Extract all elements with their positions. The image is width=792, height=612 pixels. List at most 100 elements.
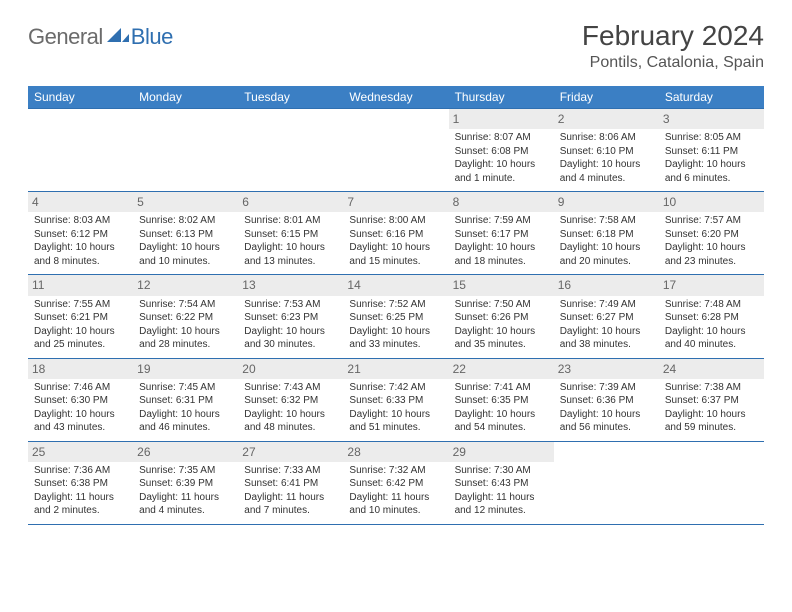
calendar-page: General Blue February 2024 Pontils, Cata… (0, 0, 792, 545)
day-number: 5 (133, 192, 238, 212)
sunrise-text: Sunrise: 7:55 AM (34, 298, 127, 312)
daylight-text: Daylight: 10 hours and 28 minutes. (139, 325, 232, 352)
daylight-text: Daylight: 10 hours and 38 minutes. (560, 325, 653, 352)
sunrise-text: Sunrise: 8:02 AM (139, 214, 232, 228)
sunset-text: Sunset: 6:22 PM (139, 311, 232, 325)
calendar-table: SundayMondayTuesdayWednesdayThursdayFrid… (28, 86, 764, 525)
day-number: 29 (449, 442, 554, 462)
calendar-day-cell: 5Sunrise: 8:02 AMSunset: 6:13 PMDaylight… (133, 192, 238, 275)
sunset-text: Sunset: 6:43 PM (455, 477, 548, 491)
sunrise-text: Sunrise: 7:46 AM (34, 381, 127, 395)
calendar-day-cell: 24Sunrise: 7:38 AMSunset: 6:37 PMDayligh… (659, 358, 764, 441)
weekday-header: Wednesday (343, 86, 448, 109)
daylight-text: Daylight: 10 hours and 13 minutes. (244, 241, 337, 268)
calendar-week-row: 4 Sunrise: 8:03 AMSunset: 6:12 PM Daylight… (28, 192, 764, 275)
calendar-day-cell: 16Sunrise: 7:49 AMSunset: 6:27 PMDayligh… (554, 275, 659, 358)
sunrise-text: Sunrise: 7:30 AM (455, 464, 548, 478)
calendar-day-cell: 23Sunrise: 7:39 AMSunset: 6:36 PMDayligh… (554, 358, 659, 441)
calendar-day-cell: 13Sunrise: 7:53 AMSunset: 6:23 PMDayligh… (238, 275, 343, 358)
calendar-empty-cell (238, 109, 343, 192)
sunset-text: Sunset: 6:39 PM (139, 477, 232, 491)
sunset-text: Sunset: 6:32 PM (244, 394, 337, 408)
daylight-text: Daylight: 10 hours and 56 minutes. (560, 408, 653, 435)
daylight-text: Daylight: 10 hours and 4 minutes. (560, 158, 653, 185)
daylight-text: Daylight: 10 hours and 6 minutes. (665, 158, 758, 185)
day-number: 2 (554, 109, 659, 129)
calendar-day-cell: 26Sunrise: 7:35 AMSunset: 6:39 PMDayligh… (133, 441, 238, 524)
day-number: 9 (554, 192, 659, 212)
sunset-text: Sunset: 6:12 PM (34, 228, 127, 242)
sunset-text: Sunset: 6:08 PM (455, 145, 548, 159)
daylight-text: Daylight: 10 hours and 54 minutes. (455, 408, 548, 435)
sunrise-text: Sunrise: 8:00 AM (349, 214, 442, 228)
sunrise-text: Sunrise: 7:36 AM (34, 464, 127, 478)
day-number: 22 (449, 359, 554, 379)
calendar-empty-cell (343, 109, 448, 192)
weekday-header: Tuesday (238, 86, 343, 109)
weekday-header-row: SundayMondayTuesdayWednesdayThursdayFrid… (28, 86, 764, 109)
calendar-empty-cell (659, 441, 764, 524)
month-title: February 2024 (582, 20, 764, 52)
calendar-day-cell: 11Sunrise: 7:55 AMSunset: 6:21 PMDayligh… (28, 275, 133, 358)
logo-text-general: General (28, 24, 103, 50)
calendar-day-cell: 4Sunrise: 8:03 AMSunset: 6:12 PMDaylight… (28, 192, 133, 275)
daylight-text: Daylight: 10 hours and 33 minutes. (349, 325, 442, 352)
calendar-day-cell: 25Sunrise: 7:36 AMSunset: 6:38 PMDayligh… (28, 441, 133, 524)
calendar-empty-cell (554, 441, 659, 524)
header: General Blue February 2024 Pontils, Cata… (28, 20, 764, 72)
day-number: 27 (238, 442, 343, 462)
sunset-text: Sunset: 6:38 PM (34, 477, 127, 491)
daylight-text: Daylight: 10 hours and 10 minutes. (139, 241, 232, 268)
calendar-day-cell: 1Sunrise: 8:07 AMSunset: 6:08 PMDaylight… (449, 109, 554, 192)
day-number: 23 (554, 359, 659, 379)
sunrise-text: Sunrise: 7:59 AM (455, 214, 548, 228)
calendar-day-cell: 2Sunrise: 8:06 AMSunset: 6:10 PMDaylight… (554, 109, 659, 192)
day-number: 16 (554, 275, 659, 295)
weekday-header: Saturday (659, 86, 764, 109)
sunset-text: Sunset: 6:42 PM (349, 477, 442, 491)
sunset-text: Sunset: 6:18 PM (560, 228, 653, 242)
daylight-text: Daylight: 10 hours and 30 minutes. (244, 325, 337, 352)
day-number: 1 (449, 109, 554, 129)
weekday-header: Monday (133, 86, 238, 109)
sunset-text: Sunset: 6:23 PM (244, 311, 337, 325)
daylight-text: Daylight: 10 hours and 1 minute. (455, 158, 548, 185)
calendar-day-cell: 22Sunrise: 7:41 AMSunset: 6:35 PMDayligh… (449, 358, 554, 441)
sunrise-text: Sunrise: 7:53 AM (244, 298, 337, 312)
sunrise-text: Sunrise: 7:41 AM (455, 381, 548, 395)
day-number: 3 (659, 109, 764, 129)
sunrise-text: Sunrise: 8:03 AM (34, 214, 127, 228)
calendar-week-row: 18Sunrise: 7:46 AMSunset: 6:30 PMDayligh… (28, 358, 764, 441)
sunrise-text: Sunrise: 7:43 AM (244, 381, 337, 395)
day-number: 4 (28, 192, 133, 212)
daylight-text: Daylight: 10 hours and 51 minutes. (349, 408, 442, 435)
day-number: 28 (343, 442, 448, 462)
day-number: 12 (133, 275, 238, 295)
calendar-day-cell: 6Sunrise: 8:01 AMSunset: 6:15 PMDaylight… (238, 192, 343, 275)
sunrise-text: Sunrise: 8:01 AM (244, 214, 337, 228)
day-number: 15 (449, 275, 554, 295)
day-number: 25 (28, 442, 133, 462)
calendar-body: 1Sunrise: 8:07 AMSunset: 6:08 PMDaylight… (28, 109, 764, 525)
daylight-text: Daylight: 10 hours and 43 minutes. (34, 408, 127, 435)
location: Pontils, Catalonia, Spain (582, 54, 764, 72)
calendar-day-cell: 17Sunrise: 7:48 AMSunset: 6:28 PMDayligh… (659, 275, 764, 358)
daylight-text: Daylight: 10 hours and 20 minutes. (560, 241, 653, 268)
sunset-text: Sunset: 6:31 PM (139, 394, 232, 408)
calendar-day-cell: 19Sunrise: 7:45 AMSunset: 6:31 PMDayligh… (133, 358, 238, 441)
sunrise-text: Sunrise: 7:48 AM (665, 298, 758, 312)
daylight-text: Daylight: 10 hours and 23 minutes. (665, 241, 758, 268)
sunset-text: Sunset: 6:28 PM (665, 311, 758, 325)
sunset-text: Sunset: 6:26 PM (455, 311, 548, 325)
sunrise-text: Sunrise: 7:38 AM (665, 381, 758, 395)
day-number: 19 (133, 359, 238, 379)
weekday-header: Sunday (28, 86, 133, 109)
calendar-week-row: 1Sunrise: 8:07 AMSunset: 6:08 PMDaylight… (28, 109, 764, 192)
sail-icon (107, 26, 129, 42)
calendar-day-cell: 9Sunrise: 7:58 AMSunset: 6:18 PMDaylight… (554, 192, 659, 275)
daylight-text: Daylight: 10 hours and 48 minutes. (244, 408, 337, 435)
calendar-week-row: 25 Sunrise: 7:36 AMSunset: 6:38 PM Dayligh… (28, 441, 764, 524)
daylight-text: Daylight: 11 hours and 10 minutes. (349, 491, 442, 518)
sunset-text: Sunset: 6:11 PM (665, 145, 758, 159)
day-number: 18 (28, 359, 133, 379)
